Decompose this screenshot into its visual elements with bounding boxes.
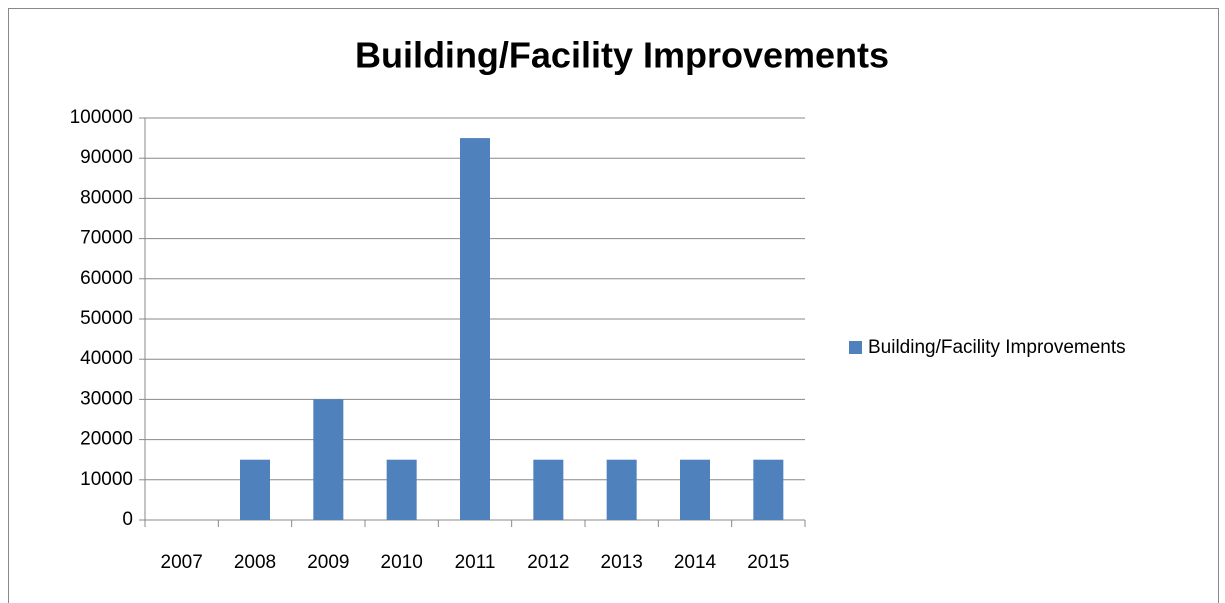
y-tick-label: 70000 <box>80 228 133 249</box>
bar <box>533 459 564 520</box>
bar <box>606 459 637 520</box>
y-tick-label: 50000 <box>80 308 133 329</box>
y-tick-label: 60000 <box>80 268 133 289</box>
y-tick-label: 40000 <box>80 348 133 369</box>
bar <box>680 459 710 520</box>
x-tick-label: 2007 <box>161 552 203 573</box>
x-tick-label: 2012 <box>527 552 569 573</box>
bar <box>753 459 784 520</box>
legend-swatch <box>849 341 862 354</box>
y-tick-label: 0 <box>122 509 133 530</box>
x-tick-label: 2011 <box>455 552 496 573</box>
y-tick-label: 20000 <box>80 429 133 450</box>
bar <box>240 459 270 520</box>
bar <box>386 459 417 520</box>
y-tick-label: 90000 <box>80 147 133 168</box>
bar <box>460 138 490 520</box>
bar <box>313 399 344 520</box>
legend-label: Building/Facility Improvements <box>868 337 1126 358</box>
y-tick-label: 100000 <box>70 107 133 128</box>
x-tick-label: 2014 <box>674 552 717 573</box>
x-tick-label: 2013 <box>601 552 643 573</box>
x-tick-label: 2015 <box>747 552 789 573</box>
x-tick-label: 2008 <box>234 552 276 573</box>
x-tick-label: 2009 <box>307 552 349 573</box>
y-tick-label: 10000 <box>80 469 133 490</box>
y-tick-label: 30000 <box>80 388 133 409</box>
y-tick-label: 80000 <box>80 187 133 208</box>
chart-title: Building/Facility Improvements <box>355 35 889 76</box>
x-tick-label: 2010 <box>381 552 423 573</box>
